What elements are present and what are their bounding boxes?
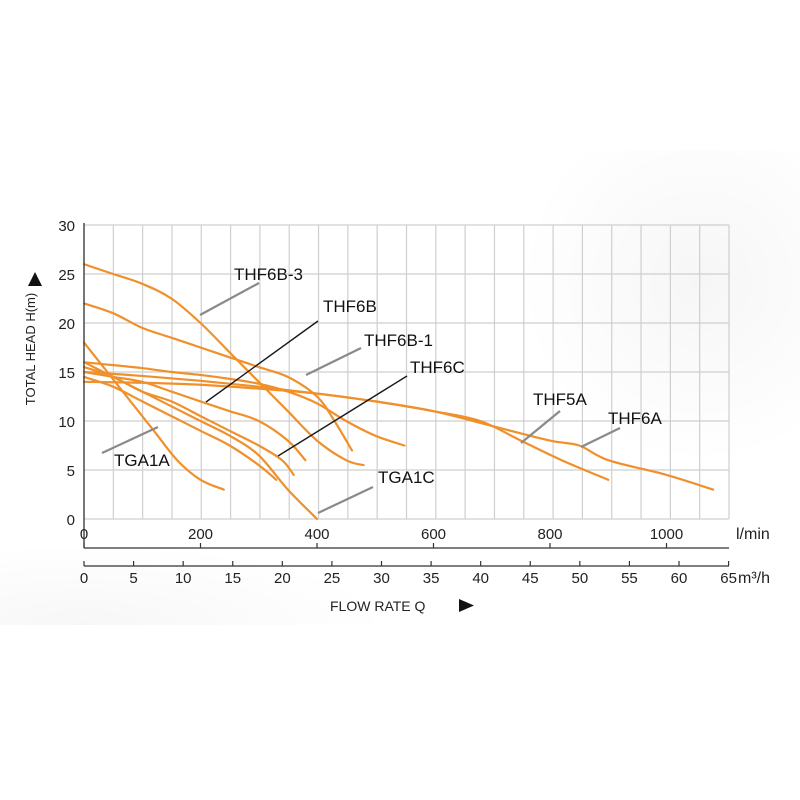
x-tick-label-secondary: 30	[373, 570, 390, 587]
x-tick-label-primary: 800	[537, 526, 562, 543]
performance-curves	[82, 263, 715, 521]
x-tick-label-primary: 400	[304, 526, 329, 543]
axes: 0 5 10 15 20 25 30 0 200 400 600 800 1000 l/min 0 5 10 15…	[23, 218, 770, 614]
x-tick-label-secondary: 55	[621, 570, 638, 587]
y-tick-label: 30	[58, 218, 75, 235]
leader-line-tga1c	[317, 486, 374, 514]
curve-thf6b-1	[82, 361, 406, 447]
leader-line-thf6b-1	[305, 347, 362, 376]
x-tick-label-primary: 1000	[650, 526, 683, 543]
curve-label-thf5a: THF5A	[533, 390, 588, 409]
x-tick-label-secondary: 10	[175, 570, 192, 587]
x-tick-label-secondary: 15	[224, 570, 241, 587]
leader-line-thf6a	[580, 427, 621, 448]
curve-labels: THF6B-3 THF6B THF6B-1 THF6C TGA1C TGA1A THF5A T…	[114, 265, 663, 487]
curve-tga1a	[82, 341, 225, 491]
leader-line-thf6b	[205, 320, 319, 403]
curve-label-thf6b: THF6B	[323, 297, 377, 316]
x-unit-primary-label: l/min	[736, 526, 770, 543]
curve-label-tga1a: TGA1A	[114, 451, 170, 470]
x-tick-label-secondary: 65	[720, 570, 737, 587]
curve-thf6b	[82, 302, 354, 452]
x-tick-label-secondary: 35	[423, 570, 440, 587]
x-tick-label-primary: 600	[421, 526, 446, 543]
curve-label-thf6c: THF6C	[410, 358, 465, 377]
y-tick-label: 10	[58, 414, 75, 431]
y-tick-label: 15	[58, 365, 75, 382]
leader-line-thf6c	[277, 375, 408, 457]
x-tick-label-secondary: 40	[472, 570, 489, 587]
y-axis-title: TOTAL HEAD H(m)	[23, 293, 38, 405]
x-tick-label-primary: 200	[188, 526, 213, 543]
curve-label-tga1c: TGA1C	[378, 468, 435, 487]
curve-thf6a	[82, 370, 715, 491]
x-tick-label-primary: 0	[80, 526, 88, 543]
x-unit-secondary-label: m³/h	[738, 570, 770, 587]
x-tick-label-secondary: 60	[671, 570, 688, 587]
curve-thf6c	[82, 370, 307, 462]
x-tick-label-secondary: 50	[571, 570, 588, 587]
leader-line-thf5a	[520, 410, 561, 444]
curve-thf6b-3	[82, 263, 365, 467]
x-tick-label-secondary: 45	[522, 570, 539, 587]
y-tick-label: 25	[58, 267, 75, 284]
curve-label-thf6b-1: THF6B-1	[364, 331, 433, 350]
y-tick-label: 0	[67, 512, 75, 529]
curve-label-thf6b-3: THF6B-3	[234, 265, 303, 284]
x-tick-label-secondary: 25	[324, 570, 341, 587]
curve-label-thf6a: THF6A	[608, 409, 663, 428]
background-swirl-pattern	[0, 535, 420, 625]
right-arrow-icon	[459, 599, 474, 612]
x-tick-label-secondary: 0	[80, 570, 88, 587]
curve-unlabeled	[82, 375, 278, 481]
x-tick-label-secondary: 20	[274, 570, 291, 587]
curve-unlabeled	[82, 366, 295, 476]
up-arrow-icon	[28, 272, 42, 286]
leader-line-tga1a	[101, 426, 159, 454]
background-dot-pattern	[470, 150, 800, 480]
y-tick-label: 5	[67, 463, 75, 480]
x-axis-title: FLOW RATE Q	[330, 598, 426, 614]
leader-line-thf6b-3	[199, 282, 260, 316]
x-tick-label-secondary: 5	[129, 570, 137, 587]
y-tick-label: 20	[58, 316, 75, 333]
curve-leader-lines	[101, 282, 621, 514]
